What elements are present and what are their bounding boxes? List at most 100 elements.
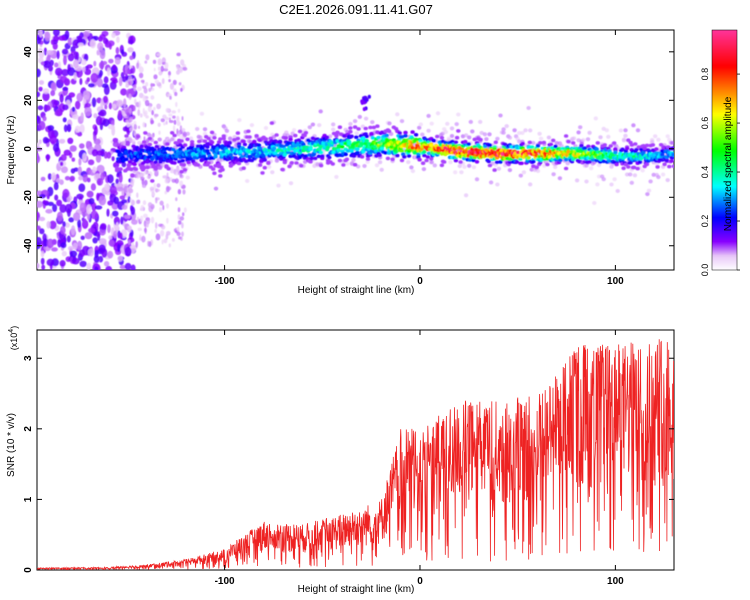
heatmap-cell (133, 87, 137, 92)
colorbar-segment (712, 156, 737, 159)
heatmap-cell (449, 126, 455, 131)
heatmap-cell (107, 224, 111, 234)
heatmap-cell (99, 228, 106, 236)
heatmap-cell (671, 164, 674, 168)
heatmap-cell (40, 250, 45, 258)
heatmap-cell (141, 235, 146, 243)
heatmap-cell (655, 165, 660, 169)
heatmap-cell (178, 82, 182, 86)
colorbar-segment (712, 238, 737, 241)
heatmap-cell (453, 170, 458, 175)
heatmap-cell (171, 147, 176, 152)
heatmap-cell (176, 52, 181, 57)
heatmap-cell (501, 127, 506, 132)
heatmap-cell (139, 215, 144, 222)
colorbar-segment (712, 228, 737, 231)
heatmap-cell (335, 130, 340, 135)
heatmap-cell (198, 135, 203, 140)
heatmap-cell (131, 219, 138, 225)
x-tick-label: -100 (215, 276, 235, 287)
heatmap-cell (449, 134, 455, 138)
colorbar-segment (712, 176, 737, 179)
heatmap-cell (180, 87, 183, 92)
heatmap-cell (61, 69, 69, 77)
heatmap-cell (43, 47, 48, 56)
heatmap-cell (403, 133, 408, 138)
heatmap-cell (654, 162, 659, 166)
heatmap-cell (417, 157, 422, 162)
colorbar-segment (712, 64, 737, 67)
heatmap-cell (165, 107, 170, 113)
heatmap-cell (364, 134, 369, 139)
heatmap-cell (368, 125, 373, 130)
colorbar-segment (712, 182, 737, 185)
colorbar-segment (712, 80, 737, 83)
colorbar-segment (712, 92, 737, 95)
heatmap-cell (245, 179, 250, 183)
heatmap-cell (46, 258, 55, 266)
heatmap-cell (140, 79, 145, 83)
heatmap-cell (409, 165, 414, 170)
heatmap-cell (164, 190, 168, 195)
heatmap-cell (55, 67, 63, 77)
heatmap-cell (124, 134, 129, 138)
heatmap-cell (154, 113, 159, 117)
heatmap-cell (95, 115, 103, 126)
heatmap-cell (176, 64, 180, 70)
heatmap-cell (127, 159, 133, 164)
colorbar-tick-label: 0.4 (700, 166, 710, 179)
heatmap-cell (421, 167, 427, 172)
heatmap-cell (99, 49, 106, 60)
colorbar-segment (712, 56, 737, 59)
heatmap-cell (142, 94, 146, 102)
heatmap-cell (153, 74, 158, 80)
heatmap-cell (528, 128, 533, 133)
colorbar-segment (712, 152, 737, 155)
heatmap-cell (282, 160, 287, 165)
heatmap-cell (624, 146, 630, 151)
heatmap-cell (37, 262, 40, 269)
heatmap-cell (119, 195, 126, 200)
heatmap-cell (185, 175, 190, 180)
heatmap-cell (42, 200, 49, 205)
colorbar-segment (712, 236, 737, 239)
heatmap-cell (288, 181, 294, 186)
heatmap-cell (631, 165, 637, 170)
heatmap-cell (90, 72, 99, 83)
heatmap-cell (443, 130, 448, 134)
heatmap-cell (462, 165, 467, 169)
heatmap-cell (133, 167, 139, 171)
heatmap-cell (211, 167, 216, 171)
heatmap-cell (164, 164, 169, 168)
heatmap-cell (115, 47, 120, 55)
heatmap-cell (95, 153, 102, 163)
heatmap-cell (585, 137, 591, 142)
heatmap-cell (86, 77, 91, 82)
colorbar-segment (712, 106, 737, 109)
colorbar-segment (712, 170, 737, 173)
heatmap-cell (106, 208, 110, 217)
heatmap-cell (492, 146, 497, 151)
heatmap-cell (648, 179, 653, 184)
colorbar-segment (712, 226, 737, 229)
heatmap-cell (331, 127, 336, 132)
figure-title: C2E1.2026.091.11.41.G07 (279, 2, 433, 17)
heatmap-cell (50, 39, 55, 45)
heatmap-cell (344, 157, 350, 162)
heatmap-cell (395, 153, 400, 158)
heatmap-cell (188, 136, 194, 141)
heatmap-cell (448, 160, 453, 165)
colorbar-segment (712, 168, 737, 171)
heatmap-cell (54, 62, 59, 68)
colorbar-frame (711, 29, 738, 271)
heatmap-cell (218, 174, 223, 178)
heatmap-cell (37, 91, 41, 98)
colorbar-segment (712, 40, 737, 43)
heatmap-cell (52, 35, 60, 42)
colorbar-segment (712, 116, 737, 119)
heatmap-cell (174, 154, 180, 159)
heatmap-cell (155, 197, 158, 204)
heatmap-cell (337, 158, 343, 163)
heatmap-cell (125, 83, 129, 88)
heatmap-cell (514, 160, 520, 164)
